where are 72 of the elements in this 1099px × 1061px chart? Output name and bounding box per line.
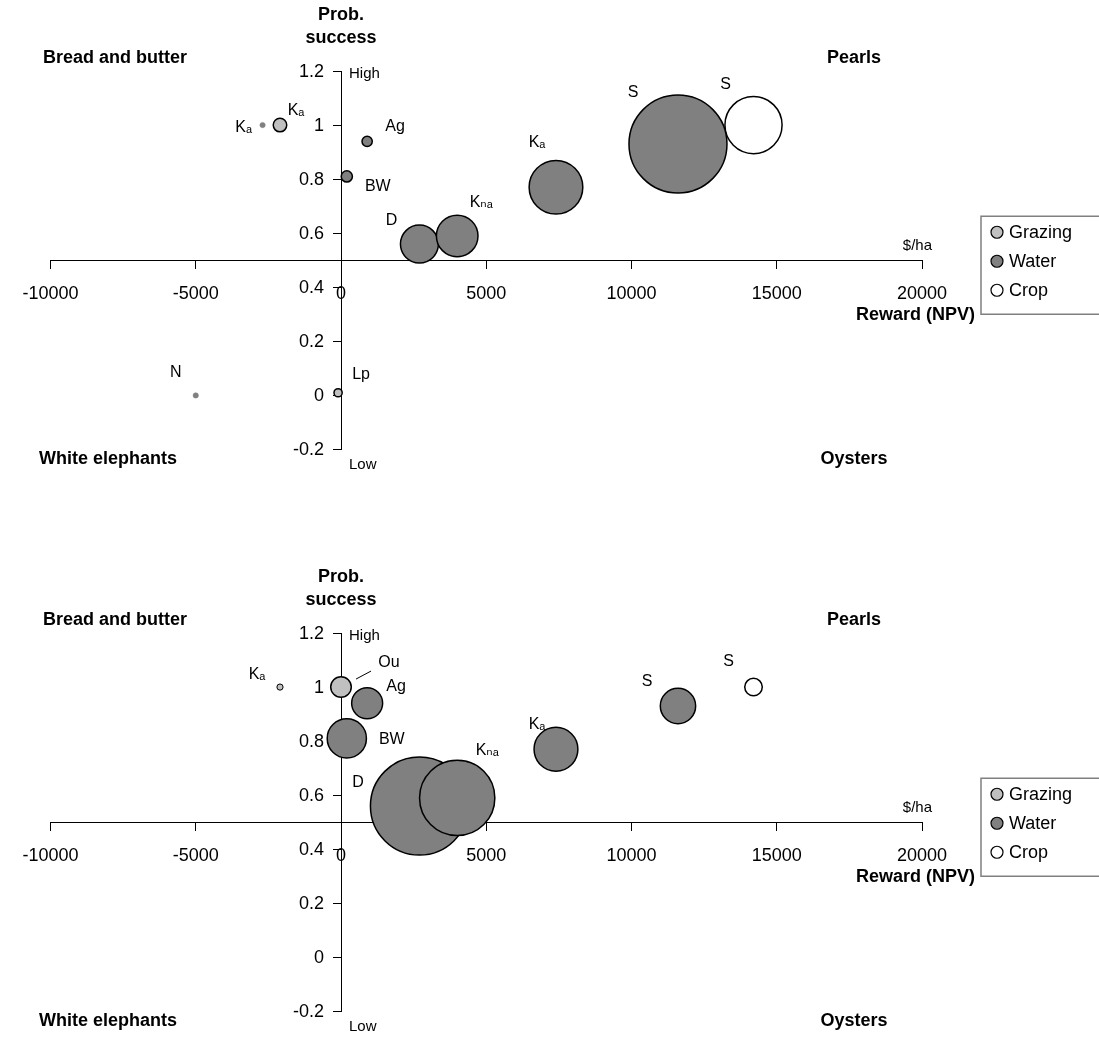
y-tick-label: 0 [313,947,324,968]
y-axis-title: Prob. success [305,3,377,47]
legend-label: Crop [1009,842,1049,863]
y-tick-label: 1 [313,677,324,698]
annotation: S [720,75,731,93]
x-tick-label: 20000 [896,283,948,304]
annotation: Kₐ [235,118,253,136]
y-tick-label: 0.8 [298,731,324,752]
text: Low [349,454,377,472]
annotation: Kₐ [528,714,547,732]
x-axis-title: Reward (NPV) [855,866,975,887]
y-tick-label: 0 [313,385,324,406]
annotation: Kₐ [287,101,306,119]
y-tick-label: 1.2 [298,60,324,81]
y-tick-label: 0.6 [298,223,324,244]
annotation: Kₙₐ [469,193,494,211]
y-tick-label: 0.4 [298,277,324,298]
y-tick-label: 0.4 [298,839,324,860]
annotation: BW [378,729,406,747]
y-tick-label: 0.2 [298,893,324,914]
y-tick-label: 0.2 [298,331,324,352]
annotation: $/ha [902,236,933,254]
annotation: D [352,773,364,791]
annotation: S [641,672,653,690]
annotation: Ag [386,676,406,694]
annotation: Kₐ [248,665,267,683]
y-tick-label: 0.8 [298,169,324,190]
text: Pearls [826,608,882,629]
annotation: S [627,83,639,101]
annotation: Ag [385,116,405,134]
x-tick-label: -5000 [172,845,219,866]
annotation: $/ha [902,798,933,816]
text: Bread and butter [42,608,188,629]
x-tick-label: -10000 [22,283,79,304]
text: Bread and butter [42,46,188,67]
x-tick-label: 15000 [751,845,802,866]
y-tick-label: 0.6 [298,785,324,806]
x-tick-label: 10000 [606,845,657,866]
y-tick-label: -0.2 [292,1001,324,1022]
x-tick-label: -10000 [22,845,79,866]
text: Low [349,1016,377,1034]
y-tick-label: -0.2 [292,439,324,460]
annotation: Kₐ [528,132,547,150]
legend-label: Crop [1009,280,1049,301]
annotation: White elephants [38,1010,178,1031]
x-tick-label: -5000 [172,283,219,304]
annotation: Kₙₐ [475,741,500,759]
annotation: High [349,626,380,644]
annotation: Ou [378,653,400,671]
annotation: Lp [352,365,371,383]
annotation: High [349,64,380,82]
x-tick-label: 5000 [466,283,507,304]
annotation: D [385,211,398,229]
x-tick-label: 5000 [466,845,507,866]
text: Pearls [826,46,882,67]
legend-label: Water [1009,251,1057,272]
annotation: Oysters [820,448,888,469]
y-tick-label: 1.2 [298,622,324,643]
y-tick-label: 1 [313,115,324,136]
annotation: BW [364,176,392,194]
y-axis-title: Prob. success [305,565,377,609]
legend-label: Water [1009,813,1057,834]
x-tick-label: 15000 [751,283,802,304]
x-tick-label: 10000 [606,283,657,304]
legend-label: Grazing [1009,222,1073,243]
annotation: White elephants [38,448,178,469]
legend-label: Grazing [1009,784,1073,805]
annotation: S [723,652,734,670]
annotation: N [169,362,182,380]
x-axis-title: Reward (NPV) [855,304,975,325]
annotation: Oysters [820,1010,888,1031]
x-tick-label: 20000 [896,845,948,866]
